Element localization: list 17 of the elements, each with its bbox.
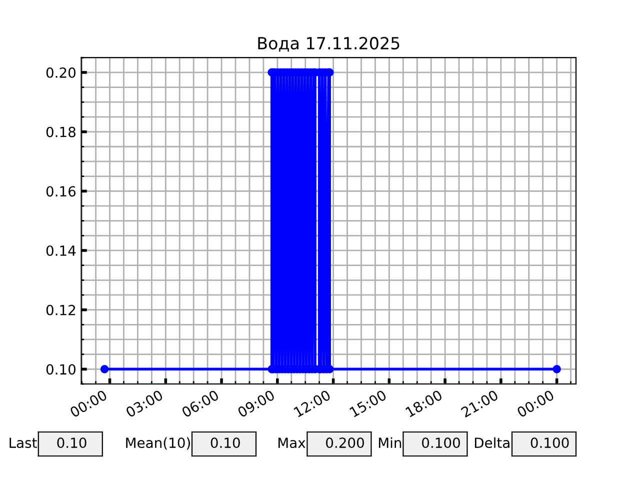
text: Delta [474,437,510,448]
text: Mean(10) [126,437,190,450]
text: 0.100 [422,438,460,448]
text: Last [10,438,37,448]
text: 0.10 [210,438,240,448]
text: Min [378,437,402,448]
text: 0.100 [530,438,569,448]
y-tick-label: 0.14 [46,245,76,256]
y-tick-label: 0.18 [46,126,76,138]
text: Max [278,438,306,448]
y-tick-label: 0.20 [46,67,76,78]
chart-title: Вода 17.11.2025 [258,36,400,52]
y-tick-label: 0.10 [46,364,76,375]
text: 0.200 [326,438,364,448]
text: 0.10 [57,438,86,448]
y-tick-label: 0.16 [46,186,76,197]
y-tick-label: 0.12 [46,304,76,316]
